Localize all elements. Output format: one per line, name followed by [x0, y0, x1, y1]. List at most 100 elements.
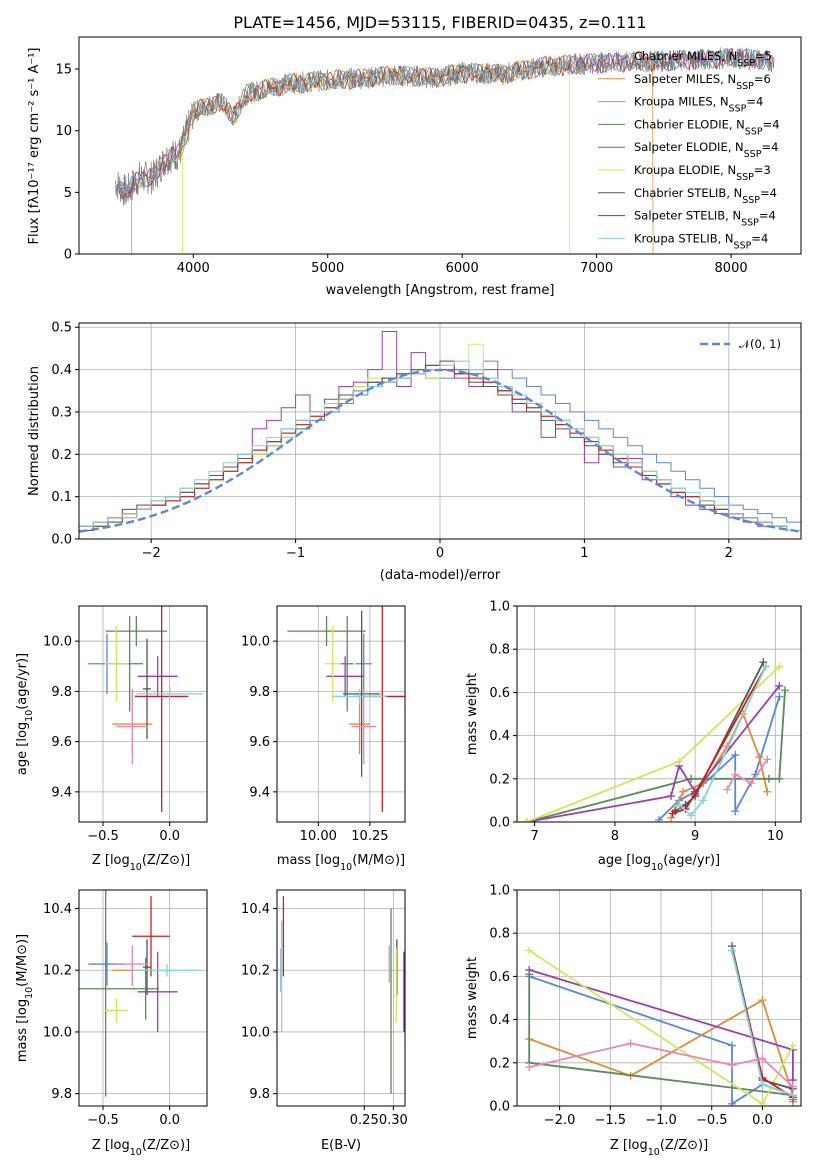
tick-label-y: 9.4: [51, 785, 72, 800]
tick-label-x: 0: [436, 546, 444, 561]
model-line: [118, 47, 772, 196]
axes-frame: [516, 605, 802, 823]
axes-frame: [276, 605, 406, 823]
weight-marker: [675, 800, 684, 809]
weight-marker: [626, 1039, 635, 1048]
tick-label-x: 10.25: [351, 829, 388, 844]
weight-marker: [667, 813, 676, 822]
weight-marker: [758, 996, 767, 1005]
tick-label-x: 7000: [580, 261, 613, 276]
plot-area: [79, 331, 801, 539]
weight-marker: [788, 1091, 797, 1100]
weight-marker: [775, 681, 784, 690]
tick-label-x: 10.00: [300, 829, 337, 844]
tick-label-y: 10.4: [241, 902, 270, 917]
weight-marker: [723, 785, 732, 794]
weight-marker: [758, 1054, 767, 1063]
y-axis-label: mass [log10(M/M⊙)]: [15, 934, 35, 1062]
tick-label-x: 8: [611, 829, 619, 844]
weight-marker: [525, 946, 534, 955]
weight-marker: [667, 792, 676, 801]
tick-label-y: 0.1: [51, 490, 72, 505]
tick-label-y: 0.0: [489, 1100, 510, 1115]
weight-marker: [728, 946, 737, 955]
tick-label-x: −1.0: [645, 1113, 677, 1128]
tick-label-y: 5: [64, 186, 72, 201]
tick-label-y: 0.4: [489, 1013, 510, 1028]
tick-label-y: 0.2: [489, 772, 510, 787]
weight-marker: [764, 774, 773, 783]
tick-label-y: 15: [55, 63, 72, 78]
panel-residual-histogram: −2 −1 0 1 2 0.0 0.1 0.2 0.3 0.4 0.5 𝒩(0, 1) (data-mo…: [27, 321, 802, 583]
tick-label-y: 0.5: [51, 321, 72, 336]
tick-label-y: 10.0: [241, 1025, 270, 1040]
x-axis-label: Z [log10(Z/Z⊙)]: [610, 1138, 708, 1158]
tick-label-x: 10: [767, 829, 784, 844]
x-axis-label: Z [log10(Z/Z⊙)]: [92, 853, 190, 873]
tick-label-y: 10.2: [43, 964, 72, 979]
tick-label-x: 2: [725, 546, 733, 561]
axes-frame: [78, 322, 802, 540]
tick-label-y: 10: [55, 124, 72, 139]
weight-series-line: [726, 758, 769, 791]
x-axis-label: wavelength [Angstrom, rest frame]: [326, 283, 555, 298]
tick-label-y: 9.8: [51, 1087, 72, 1102]
normal-curve: [79, 368, 801, 533]
x-axis-label: Z [log10(Z/Z⊙)]: [92, 1138, 190, 1158]
tick-label-x: −2.0: [544, 1113, 576, 1128]
axes-frame: [78, 889, 208, 1107]
tick-label-x: 7: [531, 829, 539, 844]
model-line: [182, 56, 571, 254]
plot-area: [88, 606, 203, 812]
y-axis-label: mass weight: [465, 957, 480, 1039]
tick-label-y: 1.0: [489, 600, 510, 615]
y-axis-label: age [log10(age/yr)]: [15, 653, 35, 775]
tick-label-x: −0.5: [696, 1113, 728, 1128]
axes-frame: [78, 605, 208, 823]
tick-label-y: 0.2: [489, 1056, 510, 1071]
tick-label-x: 6000: [446, 261, 479, 276]
plot-area: [522, 658, 789, 822]
tick-label-x: −1.5: [595, 1113, 627, 1128]
tick-label-y: 0.0: [489, 816, 510, 831]
weight-series-line: [672, 666, 767, 815]
weight-marker: [731, 751, 740, 760]
weight-marker: [699, 796, 708, 805]
tick-label-x: 0.0: [159, 1113, 180, 1128]
weight-marker: [731, 807, 740, 816]
tick-label-x: 4000: [177, 261, 210, 276]
tick-label-y: 10.0: [43, 1025, 72, 1040]
weight-marker: [655, 815, 663, 822]
weight-marker: [675, 757, 684, 766]
weight-marker: [728, 1060, 737, 1069]
tick-label-y: 0.0: [51, 533, 72, 548]
panel-age-vs-mass: 10.00 10.25 9.4 9.6 9.8 10.0 mass [log10(M/M⊙)…: [241, 605, 406, 873]
tick-label-y: 0.6: [489, 970, 510, 985]
weight-marker: [775, 692, 784, 701]
x-axis-label: age [log10(age/yr)]: [598, 853, 720, 873]
x-axis-label: (data-model)/error: [380, 568, 501, 583]
y-axis-label: mass weight: [465, 673, 480, 755]
weight-marker: [679, 787, 688, 796]
tick-label-y: 0.6: [489, 686, 510, 701]
weight-marker: [755, 753, 764, 762]
tick-label-y: 1.0: [489, 884, 510, 899]
weight-marker: [761, 662, 770, 671]
figure-title: PLATE=1456, MJD=53115, FIBERID=0435, z=0…: [233, 13, 646, 32]
axes-frame: [516, 889, 802, 1107]
legend-label: Salpeter STELIB, NSSP=4: [634, 209, 776, 229]
tick-label-x: 0.0: [159, 829, 180, 844]
weight-marker: [731, 770, 740, 779]
weight-marker: [763, 755, 772, 764]
tick-label-x: −1: [286, 546, 305, 561]
axes-frame: [78, 36, 802, 255]
y-axis-label: Flux [fλ10⁻¹⁷ erg cm⁻² s⁻¹ A⁻¹]: [27, 48, 42, 245]
legend-label: Chabrier STELIB, NSSP=4: [634, 186, 777, 206]
tick-label-y: 9.6: [249, 735, 270, 750]
panel-mass-vs-ebv: 0.25 0.30 9.8 10.0 10.2 10.4 E(B-V): [241, 889, 408, 1153]
weight-marker: [525, 1063, 534, 1072]
tick-label-y: 0.2: [51, 448, 72, 463]
tick-label-x: 9: [691, 829, 699, 844]
x-axis-label: E(B-V): [321, 1138, 361, 1153]
weight-marker: [775, 774, 784, 783]
